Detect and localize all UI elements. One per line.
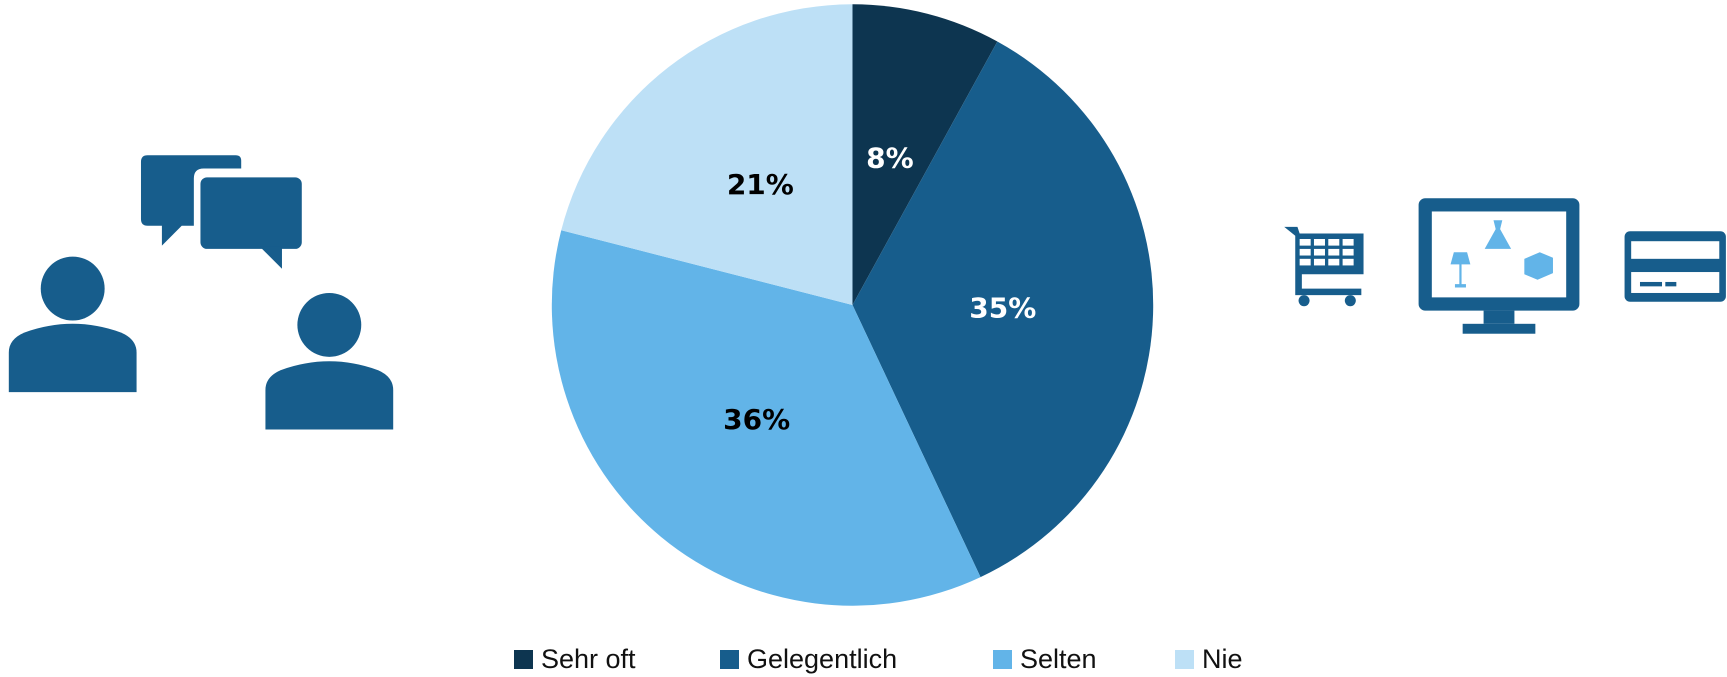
legend-label: Gelegentlich bbox=[747, 644, 897, 674]
legend-label: Sehr oft bbox=[541, 644, 636, 674]
data-label: 35% bbox=[969, 292, 1036, 325]
legend-swatch bbox=[1175, 650, 1194, 669]
legend-label: Selten bbox=[1020, 644, 1097, 674]
legend-label: Nie bbox=[1202, 644, 1243, 674]
legend-swatch bbox=[993, 650, 1012, 669]
legend-swatch bbox=[720, 650, 739, 669]
pie-slice bbox=[852, 4, 998, 306]
data-label: 8% bbox=[866, 141, 914, 174]
shopping-icons bbox=[1284, 198, 1726, 334]
pie-slice bbox=[852, 41, 1154, 578]
data-label: 36% bbox=[723, 403, 790, 436]
data-label: 21% bbox=[727, 168, 794, 201]
pie-slice bbox=[551, 230, 981, 606]
pie-slice bbox=[561, 4, 853, 306]
people-icon bbox=[8, 155, 394, 430]
legend-swatch bbox=[514, 650, 533, 669]
